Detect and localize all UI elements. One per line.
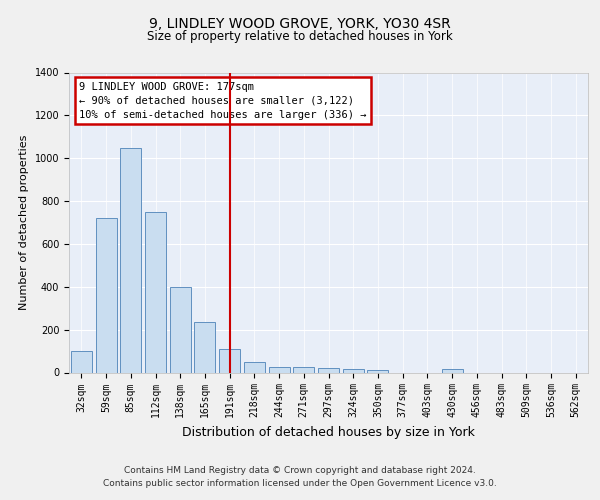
- Bar: [343, 370, 364, 372]
- Bar: [269, 367, 290, 372]
- Bar: [145, 212, 166, 372]
- Bar: [170, 287, 191, 372]
- Text: Contains HM Land Registry data © Crown copyright and database right 2024.: Contains HM Land Registry data © Crown c…: [124, 466, 476, 475]
- Bar: [367, 370, 388, 372]
- Text: 9, LINDLEY WOOD GROVE, YORK, YO30 4SR: 9, LINDLEY WOOD GROVE, YORK, YO30 4SR: [149, 18, 451, 32]
- Bar: [194, 322, 215, 372]
- Bar: [318, 368, 339, 372]
- Text: 9 LINDLEY WOOD GROVE: 177sqm
← 90% of detached houses are smaller (3,122)
10% of: 9 LINDLEY WOOD GROVE: 177sqm ← 90% of de…: [79, 82, 367, 120]
- Bar: [219, 349, 240, 372]
- Text: Contains public sector information licensed under the Open Government Licence v3: Contains public sector information licen…: [103, 479, 497, 488]
- Bar: [442, 370, 463, 372]
- Bar: [244, 362, 265, 372]
- Bar: [71, 351, 92, 372]
- Bar: [120, 148, 141, 372]
- Bar: [293, 367, 314, 372]
- Y-axis label: Number of detached properties: Number of detached properties: [19, 135, 29, 310]
- Bar: [95, 218, 116, 372]
- X-axis label: Distribution of detached houses by size in York: Distribution of detached houses by size …: [182, 426, 475, 439]
- Text: Size of property relative to detached houses in York: Size of property relative to detached ho…: [147, 30, 453, 43]
